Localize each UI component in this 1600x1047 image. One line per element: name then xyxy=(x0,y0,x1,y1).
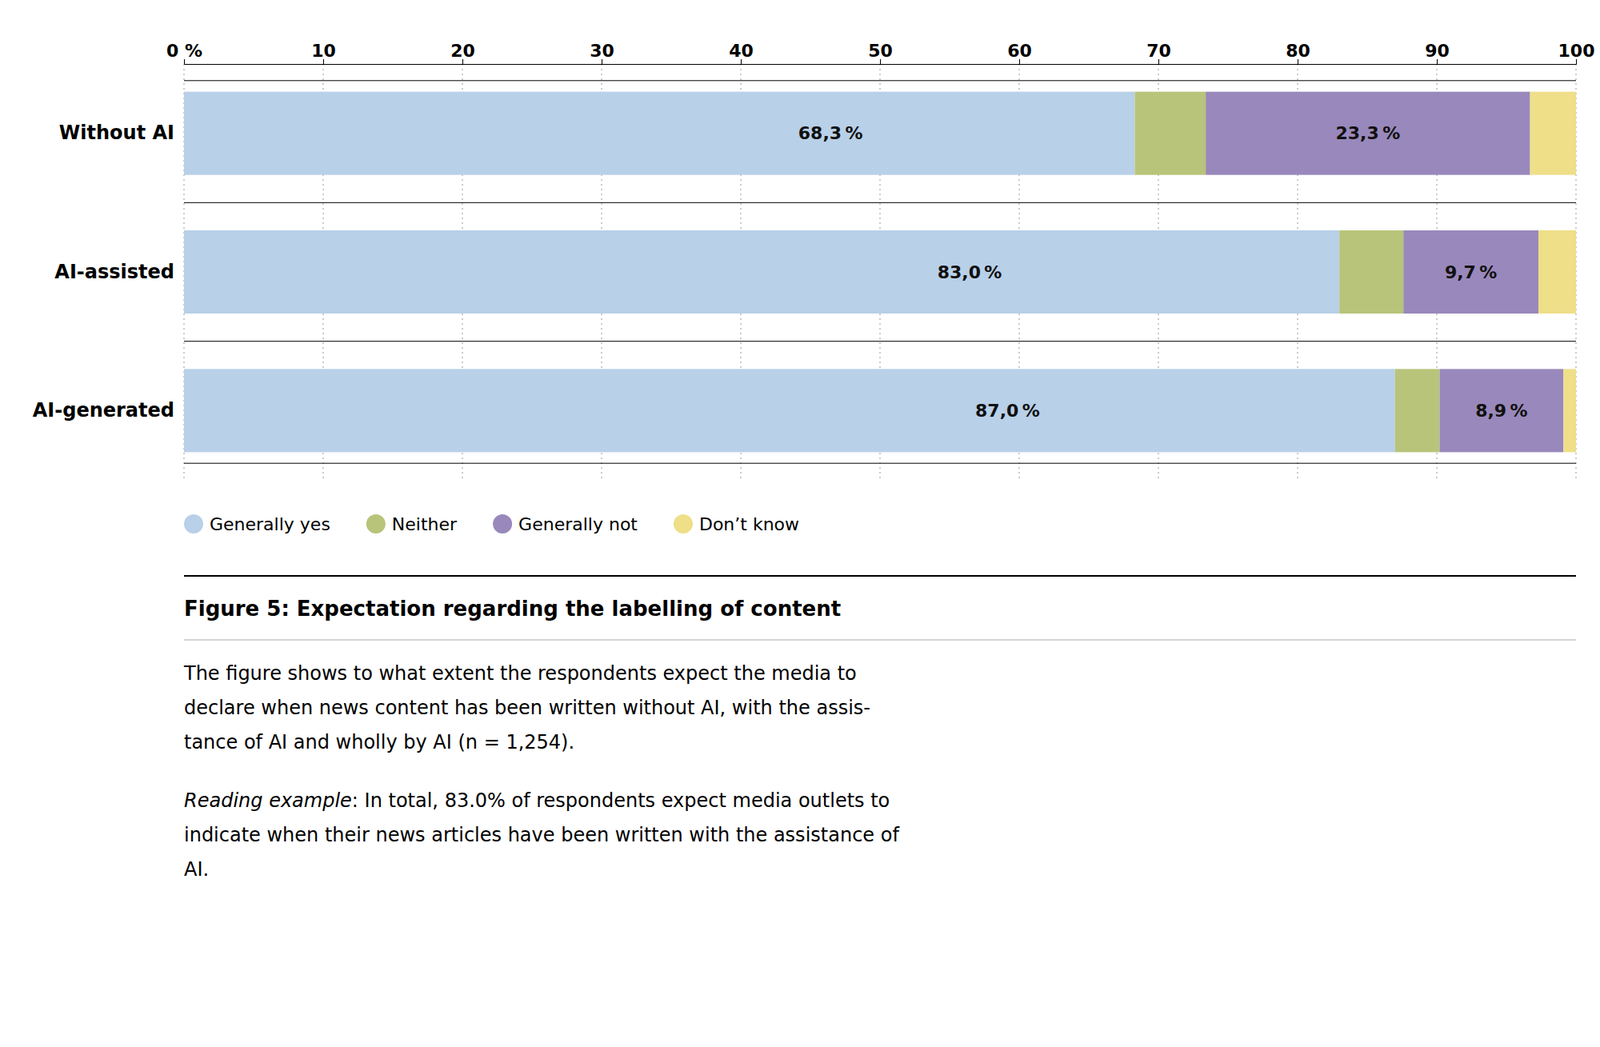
bar xyxy=(1403,230,1539,314)
x-tick: 20 xyxy=(450,40,476,64)
row-separators xyxy=(184,80,1576,464)
annotation: : In total, 83.0% of respondents expect … xyxy=(184,789,900,881)
x-tick: 60 xyxy=(1007,40,1032,64)
x-tick: 40 xyxy=(728,40,754,64)
annotation-line: : In total, 83.0% of respondents expect … xyxy=(352,789,890,812)
legend-marker xyxy=(184,514,204,534)
x-tick: 0 % xyxy=(166,40,203,64)
bar xyxy=(1538,230,1576,314)
rule xyxy=(184,640,1576,641)
annotation-line: AI. xyxy=(184,858,209,881)
x-axis: 0 % 10 20 30 40 50 60 70 80 90 100 xyxy=(166,40,1595,65)
tick-label: 10 xyxy=(311,40,336,61)
data-label: 83,0 % xyxy=(937,262,1003,283)
x-tick: 30 xyxy=(589,40,615,64)
legend: Generally yes Neither Generally not Don’t k… xyxy=(184,514,800,535)
chart: 68,3 % 83,0 % 87,0 % 23,3 % 9,7 % 8,9 % 0 % 10 2… xyxy=(0,0,1600,1047)
data-label: 8,9 % xyxy=(1475,400,1528,421)
x-tick: 90 xyxy=(1424,40,1450,64)
tick-label: 30 xyxy=(589,40,615,61)
y-tick: Without AI xyxy=(59,121,184,144)
row-separator xyxy=(184,340,1576,342)
bar xyxy=(1530,92,1576,176)
tick-label: 50 xyxy=(868,40,893,61)
y-tick: AI-assisted xyxy=(54,260,184,284)
grid xyxy=(184,64,1576,480)
tick-label: Without AI xyxy=(59,121,175,144)
legend-label: Generally yes xyxy=(209,514,331,535)
x-tick: 50 xyxy=(868,40,893,64)
annotation-line: The figure shows to what extent the resp… xyxy=(183,662,857,685)
annotation-line: indicate when their news articles have b… xyxy=(184,824,900,847)
bar xyxy=(1339,230,1404,314)
title: Figure 5: Expectation regarding the labe… xyxy=(184,596,841,621)
bar xyxy=(1134,92,1206,176)
legend-marker xyxy=(366,514,386,534)
tick-label: 90 xyxy=(1424,40,1450,61)
bar xyxy=(1563,368,1576,452)
bar xyxy=(184,92,1135,176)
legend-marker xyxy=(673,514,693,534)
annotation: Reading example xyxy=(184,789,352,812)
row-separator xyxy=(184,463,1576,464)
row-separator xyxy=(184,80,1576,81)
legend-label: Neither xyxy=(392,514,458,535)
annotation: The figure shows to what extent the resp… xyxy=(183,662,871,754)
bar xyxy=(1395,368,1440,452)
tick-label: 80 xyxy=(1285,40,1311,61)
bar xyxy=(1205,92,1530,176)
tick-label: 40 xyxy=(728,40,754,61)
legend-marker xyxy=(492,514,512,534)
legend-label: Generally not xyxy=(518,514,638,535)
tick-label: AI-generated xyxy=(32,399,175,422)
annotation-line: tance of AI and wholly by AI (n = 1,254)… xyxy=(184,731,575,754)
text-area: Figure 5: Expectation regarding the labe… xyxy=(183,576,1576,881)
tick-label: 70 xyxy=(1146,40,1172,61)
tick-label: 0 % xyxy=(166,40,203,61)
annotation-line: declare when news content has been writt… xyxy=(184,696,871,720)
tick-label: 60 xyxy=(1007,40,1032,61)
bar xyxy=(184,230,1340,314)
x-tick: 10 xyxy=(311,40,336,64)
y-axis: Without AI AI-assisted AI-generated xyxy=(32,121,184,422)
y-tick: AI-generated xyxy=(32,399,184,422)
bars xyxy=(184,92,1576,453)
tick-label: 20 xyxy=(450,40,476,61)
tick-label: 100 xyxy=(1558,40,1596,61)
x-tick: 80 xyxy=(1285,40,1311,64)
data-label: 68,3 % xyxy=(798,123,864,144)
tick-label: AI-assisted xyxy=(54,260,175,284)
rule xyxy=(184,575,1576,577)
bar xyxy=(1439,368,1564,452)
legend-label: Don’t know xyxy=(699,514,800,535)
x-tick: 70 xyxy=(1146,40,1172,64)
row-separator xyxy=(184,202,1576,204)
data-label: 23,3 % xyxy=(1336,123,1401,144)
data-labels: 68,3 % 83,0 % 87,0 % 23,3 % 9,7 % 8,9 % xyxy=(798,123,1528,421)
data-label: 9,7 % xyxy=(1444,262,1497,283)
x-tick: 100 xyxy=(1558,40,1596,64)
bar xyxy=(184,368,1396,452)
annotation-line: Reading example xyxy=(184,789,352,812)
data-label: 87,0 % xyxy=(975,400,1040,421)
